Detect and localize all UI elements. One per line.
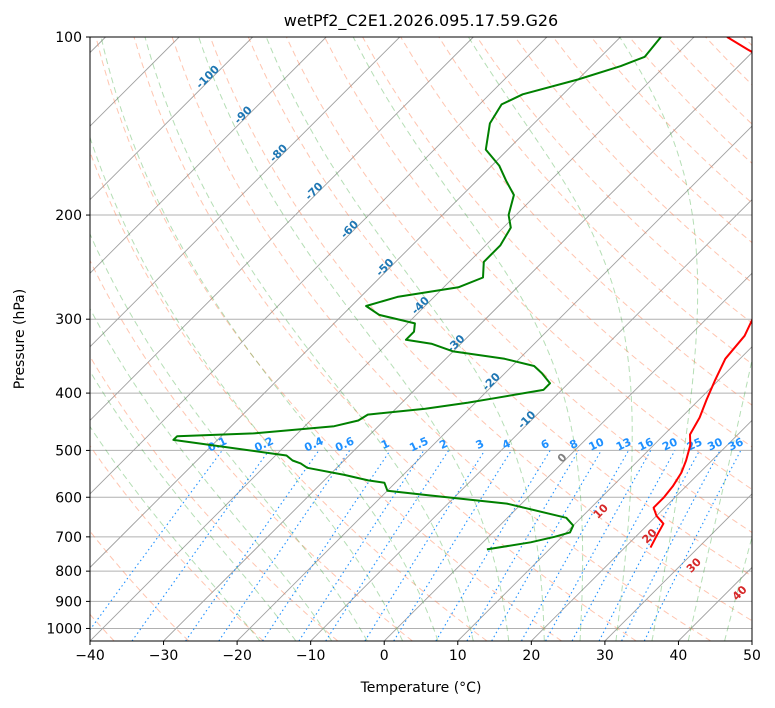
mixing-ratio-line xyxy=(218,450,351,641)
x-tick-label: 50 xyxy=(743,648,761,664)
mixing-ratio-label: 20 xyxy=(660,435,680,453)
sounding-profiles xyxy=(172,37,752,551)
temperature-profile-line xyxy=(649,37,752,549)
y-tick-label: 500 xyxy=(55,443,82,459)
mixing-ratio-label: 30 xyxy=(705,435,725,453)
moist-adiabat-line xyxy=(352,37,584,641)
moist-adiabat-line xyxy=(619,37,699,641)
background-lines xyxy=(90,37,752,641)
x-tick-label: 10 xyxy=(449,648,467,664)
y-tick-label: 600 xyxy=(55,490,82,506)
isotherm-line xyxy=(90,37,401,348)
dewpoint-profile-line xyxy=(172,37,662,551)
y-tick-label: 400 xyxy=(55,386,82,402)
axes: −40 −30 −20 −10 0 10 20 30 40 50 1000 900 800 700 600 5… xyxy=(46,30,761,664)
mixing-ratio-line xyxy=(393,450,512,641)
isotherm-line xyxy=(90,37,548,495)
moist-adiabat-line xyxy=(265,37,545,641)
x-tick-label: −20 xyxy=(222,648,252,664)
y-tick-label: 700 xyxy=(55,530,82,546)
dry-adiabat-line xyxy=(90,444,264,641)
dry-adiabat-line xyxy=(171,37,712,641)
moist-adiabat-line xyxy=(90,425,261,641)
y-tick-label: 900 xyxy=(55,594,82,610)
dry-adiabat-line xyxy=(90,259,413,641)
dry-adiabat-line xyxy=(285,37,752,534)
y-tick-label: 300 xyxy=(55,312,82,328)
isotherm-line xyxy=(90,37,695,641)
moist-adiabat-line xyxy=(100,37,439,641)
x-axis-label: Temperature (°C) xyxy=(360,680,482,696)
isotherm-line xyxy=(457,346,752,641)
x-tick-label: 20 xyxy=(522,648,540,664)
x-tick-label: −40 xyxy=(75,648,105,664)
mixing-ratio-line xyxy=(298,450,425,641)
y-tick-label: 100 xyxy=(55,30,82,46)
y-tick-label: 1000 xyxy=(46,621,82,637)
mixing-ratio-label: 36 xyxy=(726,435,746,453)
dry-adiabat-line xyxy=(95,37,562,641)
dry-adiabat-line xyxy=(247,37,752,577)
mixing-ratio-label: 10 xyxy=(587,435,607,453)
y-tick-label: 800 xyxy=(55,564,82,580)
mixing-ratio-line xyxy=(435,450,551,641)
x-tick-label: 40 xyxy=(670,648,688,664)
mixing-ratio-line xyxy=(545,450,652,641)
dry-adiabat-line xyxy=(133,37,637,641)
x-tick-label: 0 xyxy=(380,648,389,664)
isotherm-line xyxy=(383,272,752,641)
dry-adiabat-line xyxy=(324,37,752,490)
moist-adiabat-line xyxy=(90,370,297,641)
isotherm-line xyxy=(90,37,253,201)
isotherm-line xyxy=(163,51,752,641)
moist-adiabat-line xyxy=(198,37,510,641)
mixing-ratio-line xyxy=(131,450,270,641)
isotherm-line xyxy=(90,37,621,569)
isotherm-line xyxy=(236,125,752,641)
moist-adiabat-line xyxy=(687,357,752,641)
y-tick-label: 200 xyxy=(55,208,82,224)
moist-adiabat-line xyxy=(90,135,404,641)
isotherm-line xyxy=(90,37,474,421)
moist-adiabat-line xyxy=(144,37,474,641)
mixing-ratio-line xyxy=(364,450,486,641)
chart-title: wetPf2_C2E1.2026.095.17.59.G26 xyxy=(284,11,558,31)
x-tick-label: −30 xyxy=(149,648,179,664)
mixing-ratio-line xyxy=(262,450,391,641)
moist-adiabat-line xyxy=(724,535,752,641)
dry-adiabat-line xyxy=(209,37,752,622)
mixing-ratio-label: 16 xyxy=(636,435,656,453)
x-tick-label: −10 xyxy=(296,648,326,664)
mixing-ratio-label: 13 xyxy=(614,435,633,453)
isotherm-line xyxy=(90,37,327,274)
mixing-ratio-line xyxy=(571,450,676,641)
isotherm-line xyxy=(310,199,752,641)
mixing-ratio-line xyxy=(466,450,580,641)
isotherm-line xyxy=(531,419,752,641)
plot-frame xyxy=(89,36,753,642)
moist-adiabat-line xyxy=(90,232,368,641)
y-axis-label: Pressure (hPa) xyxy=(12,289,28,389)
x-tick-label: 30 xyxy=(596,648,614,664)
isotherm-line xyxy=(604,493,752,641)
dry-adiabat-line xyxy=(514,37,752,284)
mixing-ratio-line xyxy=(185,450,320,641)
mixing-ratio-line xyxy=(325,450,450,641)
moist-adiabat-line xyxy=(90,307,333,641)
